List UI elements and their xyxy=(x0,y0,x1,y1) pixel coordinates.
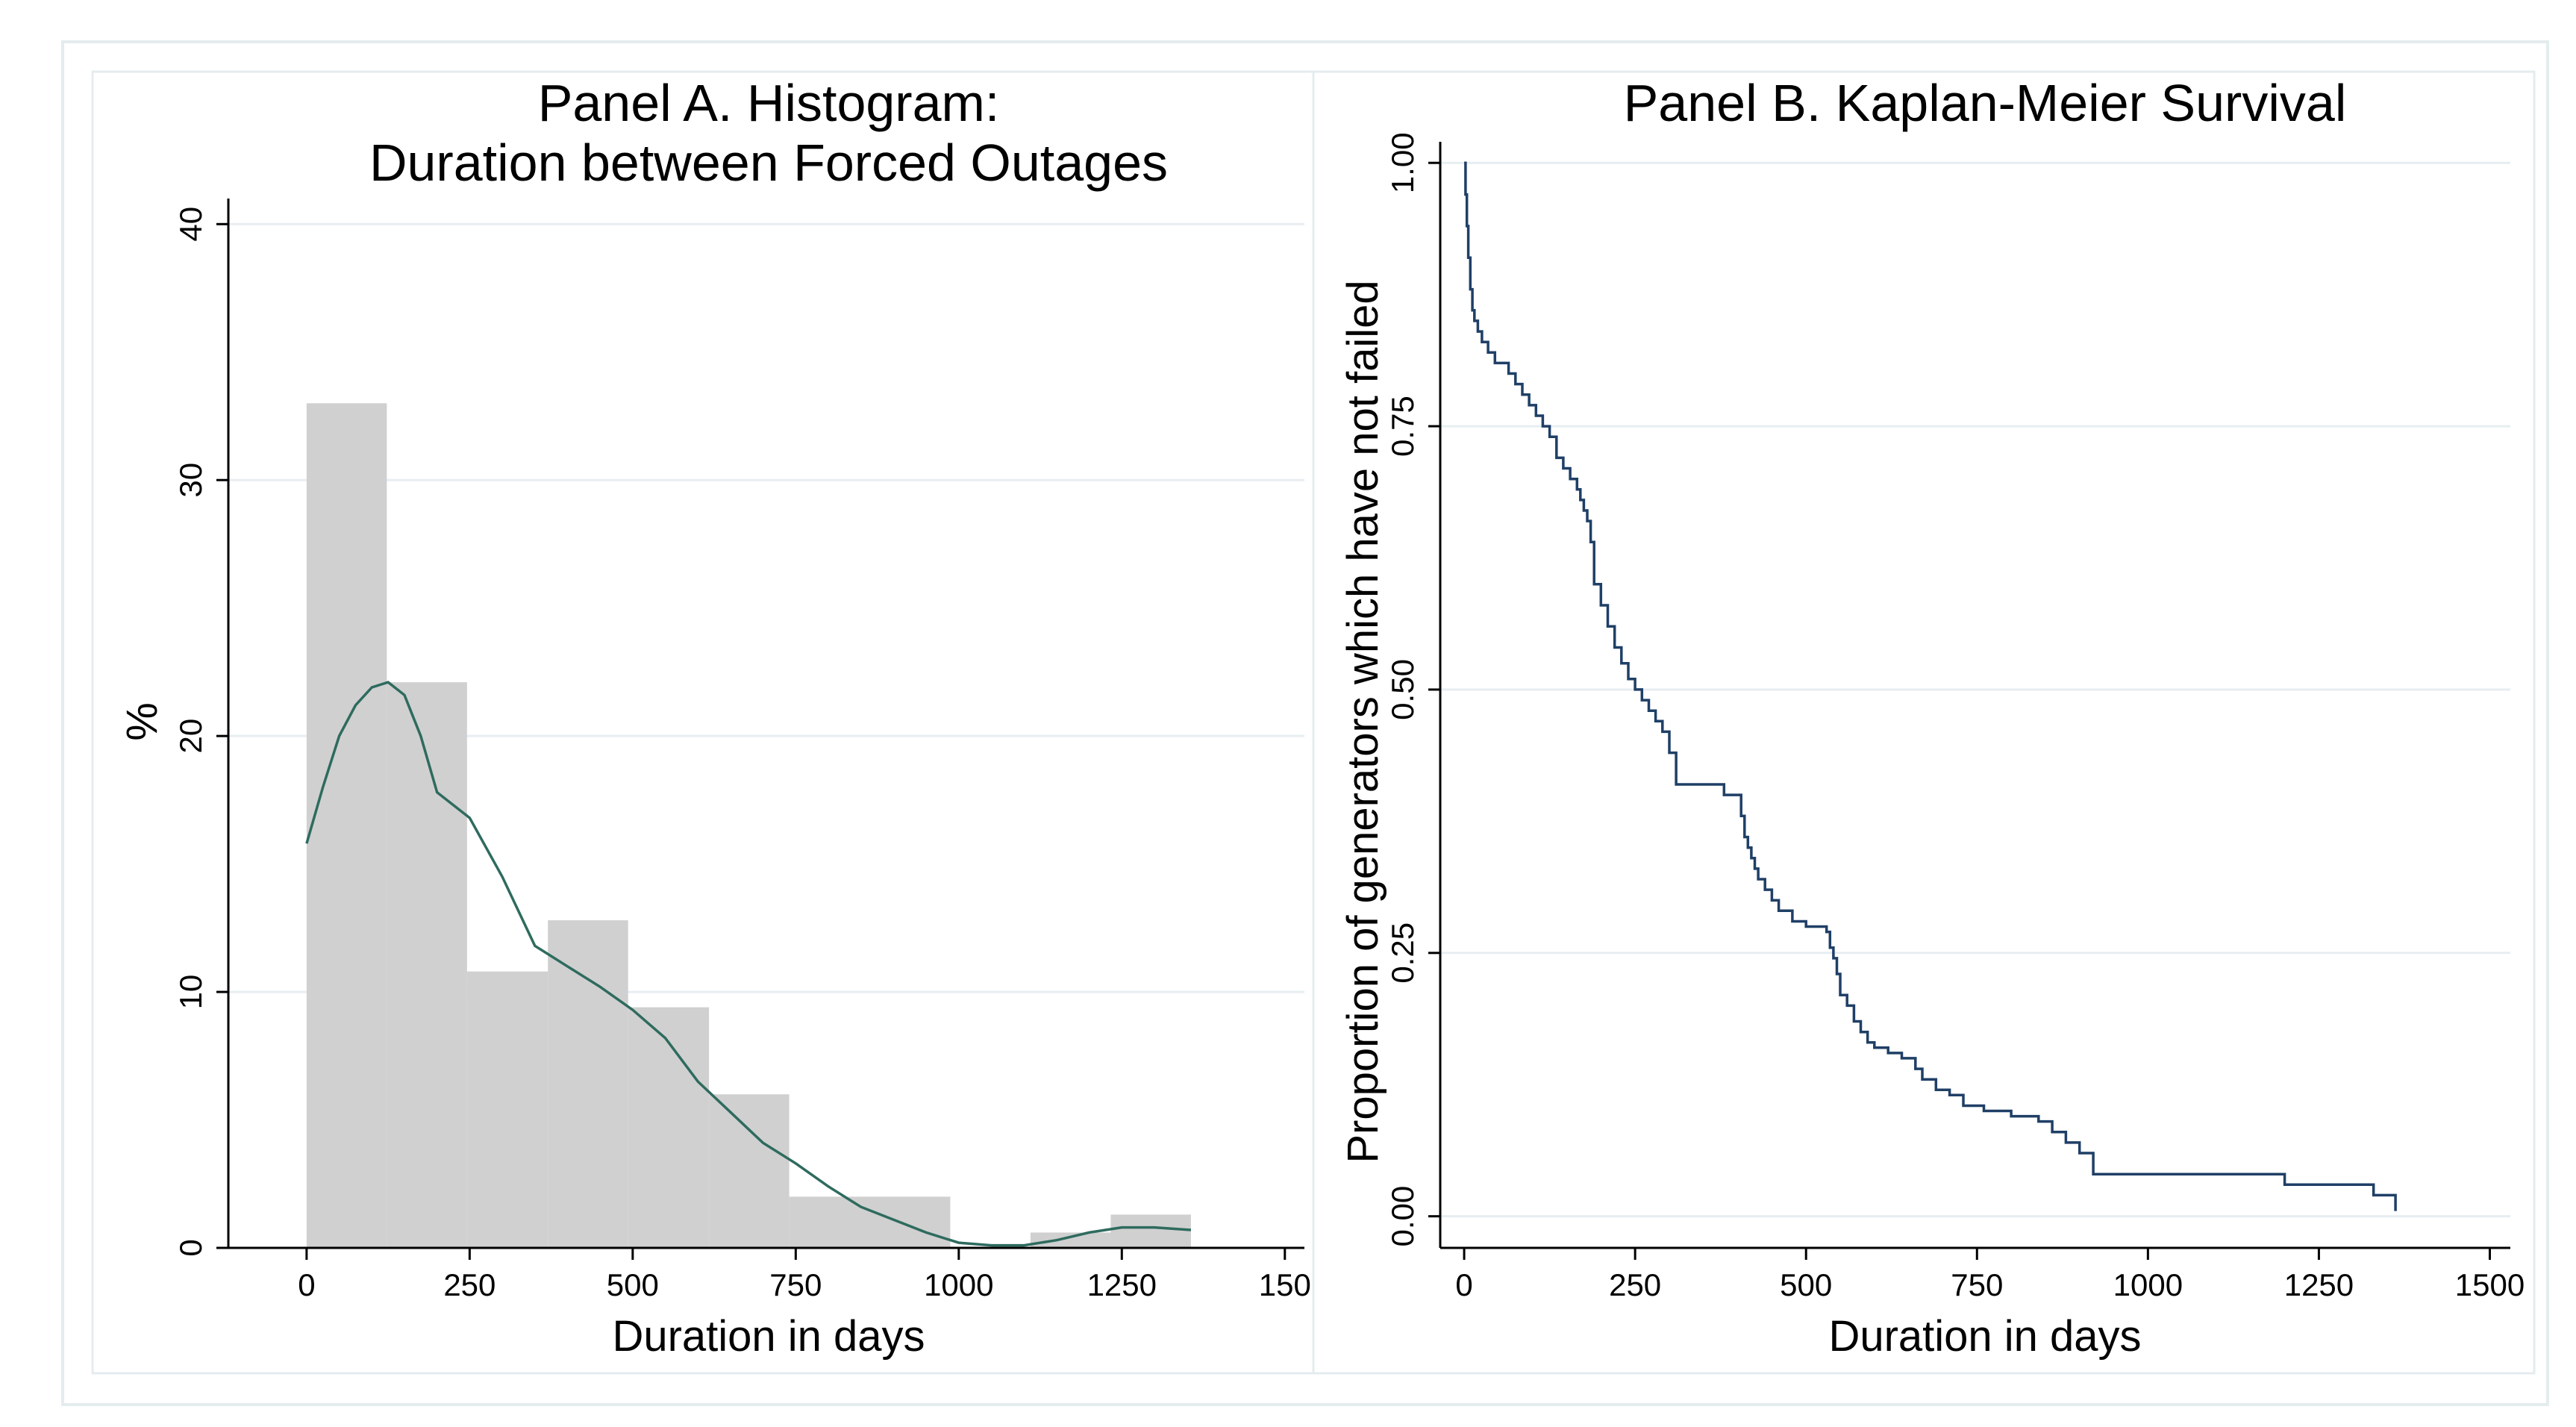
panel-a: Panel A. Histogram: Duration between For… xyxy=(91,70,1315,1375)
panel-a-kde-line xyxy=(305,681,1192,1247)
panel-b-y-axis-label: Proportion of generators which have not … xyxy=(1339,280,1387,1163)
panel-a-x-tick-label: 0 xyxy=(298,1267,315,1302)
panel-a-x-tick-label: 750 xyxy=(769,1267,822,1302)
panel-a-bar xyxy=(387,682,467,1248)
panel-b-y-tick-label: 0.75 xyxy=(1385,396,1420,457)
panel-a-y-tick-label: 30 xyxy=(173,463,208,498)
panel-a-x-tick-label: 250 xyxy=(443,1267,495,1302)
panel-b-y-tick-label: 1.00 xyxy=(1385,132,1420,193)
panel-a-x-axis-label: Duration in days xyxy=(612,1312,925,1361)
panel-a-bar xyxy=(1110,1214,1191,1248)
panel-b-y-tick-label: 0.50 xyxy=(1385,659,1420,720)
panel-b-y-tick-label: 0.25 xyxy=(1385,922,1420,984)
panel-a-y-tick-label: 10 xyxy=(173,975,208,1010)
panel-a-title-line-2: Duration between Forced Outages xyxy=(369,134,1168,192)
panel-a-bars xyxy=(306,403,1191,1248)
panel-a-title-line-1: Panel A. Histogram: xyxy=(538,74,1000,132)
panel-b-title: Panel B. Kaplan-Meier Survival xyxy=(1624,74,2347,132)
panel-a-y-ticks: 0 10 20 30 40 xyxy=(173,207,228,1257)
panel-b-x-ticks: 0 250 500 750 1000 1250 1500 xyxy=(1455,1248,2525,1302)
panel-a-y-axis-label: % xyxy=(118,702,166,741)
panel-a-bar xyxy=(306,403,387,1248)
panel-b-x-tick-label: 500 xyxy=(1780,1267,1832,1302)
panel-a-x-tick-label: 500 xyxy=(607,1267,659,1302)
panel-b-gridlines xyxy=(1440,161,2510,1218)
panel-a-bar xyxy=(466,971,548,1248)
figure-frame xyxy=(61,40,2549,1406)
panel-a-x-tick-label: 1000 xyxy=(924,1267,993,1302)
panel-b-y-ticks: 0.00 0.25 0.50 0.75 1.00 xyxy=(1385,132,1440,1247)
panel-b: Panel B. Kaplan-Meier Survival 0.000.250… xyxy=(1312,70,2536,1375)
panel-a-y-tick-label: 20 xyxy=(173,719,208,754)
panel-a-y-tick-label: 0 xyxy=(173,1239,208,1256)
panel-b-x-tick-label: 250 xyxy=(1609,1267,1661,1302)
panel-a-bar xyxy=(789,1196,951,1248)
panel-a-x-tick-label: 1250 xyxy=(1087,1267,1157,1302)
panel-b-axes xyxy=(1439,142,2510,1249)
panel-b-x-tick-label: 750 xyxy=(1951,1267,2003,1302)
panel-b-frame xyxy=(1312,70,2536,1375)
panel-a-axes xyxy=(227,199,1304,1249)
panel-b-x-tick-label: 1000 xyxy=(2113,1267,2183,1302)
panel-a-y-tick-label: 40 xyxy=(173,207,208,242)
panel-a-x-tick-label: 150 xyxy=(1259,1267,1311,1302)
panel-b-survival-line xyxy=(1464,161,2397,1211)
panel-a-bar xyxy=(628,1007,710,1248)
panel-b-x-axis-label: Duration in days xyxy=(1828,1312,2141,1361)
panel-a-bar xyxy=(548,920,628,1248)
panel-b-y-tick-label: 0.00 xyxy=(1385,1186,1420,1247)
panel-a-x-ticks: 0 250 500 750 1000 1250 150 xyxy=(298,1248,1311,1302)
panel-a-bar xyxy=(709,1094,790,1248)
panel-b-x-tick-label: 0 xyxy=(1455,1267,1472,1302)
panel-b-x-tick-label: 1250 xyxy=(2284,1267,2354,1302)
panel-b-x-tick-label: 1500 xyxy=(2455,1267,2525,1302)
panel-a-bar xyxy=(1030,1232,1111,1248)
